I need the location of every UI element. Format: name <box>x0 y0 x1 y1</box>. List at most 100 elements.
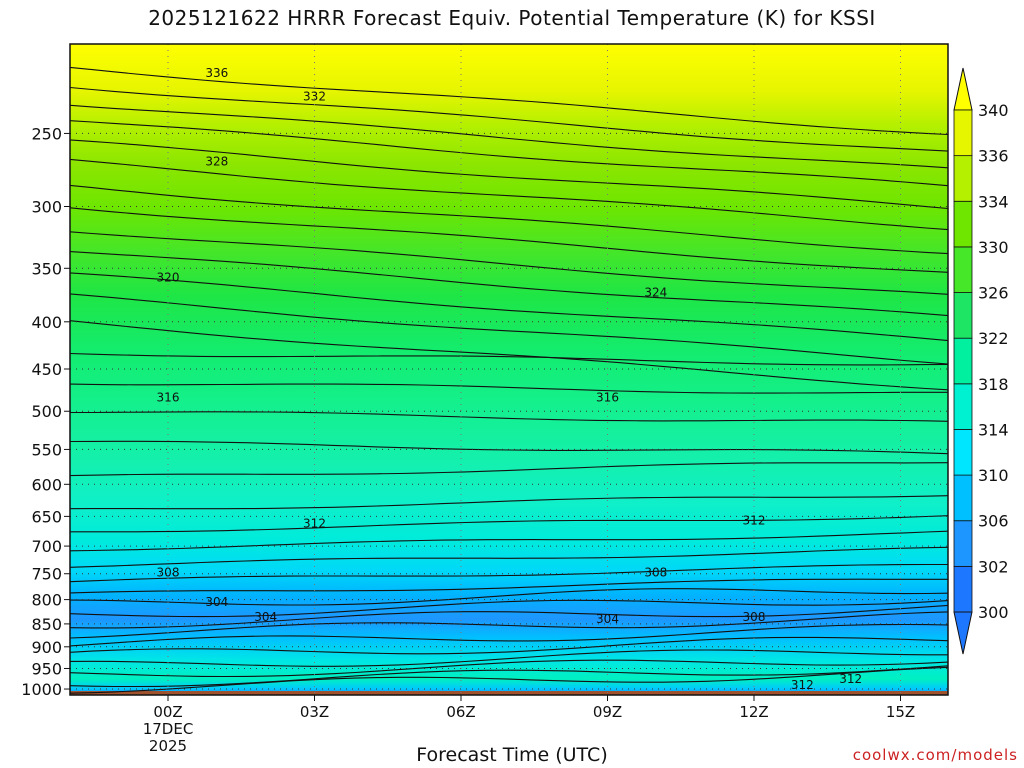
contour-line <box>69 251 949 317</box>
grid-lines <box>70 44 948 695</box>
colorbar-tick-label: 302 <box>978 557 1009 576</box>
contour-label: 312 <box>303 517 326 531</box>
ground-strip <box>70 691 948 695</box>
contour-label: 304 <box>254 610 277 624</box>
y-tick-label: 500 <box>31 402 62 421</box>
y-tick-label: 300 <box>31 198 62 217</box>
contour-label: 308 <box>743 610 766 624</box>
contour-line <box>69 530 949 552</box>
colorbar-segment <box>953 565 973 613</box>
contour-label-text: 332 <box>303 90 326 104</box>
contour-label: 312 <box>743 514 766 528</box>
contour-line <box>70 515 949 533</box>
y-tick-label: 650 <box>31 507 62 526</box>
colorbar-extend-top <box>953 67 973 111</box>
x-tick-label: 15Z <box>886 703 915 721</box>
contour-label-text: 316 <box>157 390 180 404</box>
y-tick-label: 600 <box>31 475 62 494</box>
contour-label: 328 <box>205 154 228 168</box>
contour-line <box>69 104 949 169</box>
contour-line <box>69 495 949 510</box>
y-tick-label: 550 <box>31 440 62 459</box>
x-tick-label: 12Z <box>739 703 768 721</box>
contour-label: 304 <box>596 612 619 626</box>
contour-label-text: 304 <box>254 610 277 624</box>
contour-line <box>69 659 949 678</box>
x-tick-label: 00Z <box>153 703 182 721</box>
contour-line <box>69 636 949 655</box>
contour-label-text: 308 <box>157 566 180 580</box>
contour-line <box>69 207 949 273</box>
y-tick-label: 850 <box>31 615 62 634</box>
contour-label: 304 <box>205 595 228 609</box>
y-tick-label: 750 <box>31 565 62 584</box>
contour-line <box>69 462 949 477</box>
colorbar-tick-label: 326 <box>978 284 1009 303</box>
y-tick-label: 700 <box>31 537 62 556</box>
colorbar-segment <box>953 520 973 567</box>
colorbar-segment <box>953 292 973 339</box>
contour-line <box>69 599 949 618</box>
contour-line <box>69 649 948 667</box>
colorbar-tick-label: 336 <box>978 147 1009 166</box>
colorbar-segment <box>953 155 973 202</box>
colorbar-segment <box>953 429 973 476</box>
contour-line <box>69 623 949 647</box>
contour-label-text: 304 <box>596 612 619 626</box>
contour-line <box>69 665 949 688</box>
y-tick-label: 950 <box>31 659 62 678</box>
contour-label-text: 312 <box>743 514 766 528</box>
chart-title: 2025121622 HRRR Forecast Equiv. Potentia… <box>148 6 876 30</box>
colorbar-segment <box>953 246 973 293</box>
contour-label: 316 <box>596 390 619 404</box>
y-tick-label: 1000 <box>21 680 62 699</box>
colorbar-tick-label: 322 <box>978 329 1009 348</box>
contour-label: 324 <box>644 286 667 300</box>
contour-label-text: 308 <box>644 566 667 580</box>
contour-line <box>69 272 949 342</box>
contour-line <box>69 293 949 365</box>
y-tick-label: 400 <box>31 313 62 332</box>
contour-label: 312 <box>791 678 814 692</box>
contour-line <box>69 231 949 295</box>
contour-label-text: 316 <box>596 390 619 404</box>
contour-line <box>69 158 949 231</box>
contour-label-text: 304 <box>205 595 228 609</box>
contour-label-text: 312 <box>791 678 814 692</box>
x-tick-label: 03Z <box>300 703 329 721</box>
y-tick-label: 800 <box>31 591 62 610</box>
colorbar-extend-bottom <box>953 611 973 655</box>
contour-line <box>69 139 949 210</box>
contour-label-text: 324 <box>644 286 667 300</box>
colorbar-tick-label: 306 <box>978 512 1009 531</box>
contour-label-text: 320 <box>157 270 180 284</box>
x-axis-label: Forecast Time (UTC) <box>416 744 608 766</box>
colorbar-segment <box>953 474 973 522</box>
colorbar-tick-label: 300 <box>978 603 1009 622</box>
x-tick-label: 09Z <box>593 703 622 721</box>
contour-line <box>69 588 949 606</box>
contour-label-text: 312 <box>839 672 862 686</box>
credit-link[interactable]: coolwx.com/models <box>852 746 1018 764</box>
contour-line <box>69 66 949 136</box>
contour-label-text: 308 <box>743 610 766 624</box>
y-tick-label: 900 <box>31 638 62 657</box>
contour-label-text: 312 <box>303 517 326 531</box>
colorbar-tick-label: 340 <box>978 101 1009 120</box>
y-tick-label: 350 <box>31 259 62 278</box>
contour-line <box>69 546 949 568</box>
contour-lines <box>69 66 949 694</box>
colorbar-segment <box>953 200 973 248</box>
y-tick-label: 450 <box>31 360 62 379</box>
contour-line <box>69 611 949 639</box>
x-date-label: 2025 <box>149 737 187 755</box>
contour-line <box>69 120 949 187</box>
contour-label: 312 <box>839 672 862 686</box>
contour-line <box>69 86 949 152</box>
colorbar-segment <box>953 337 973 385</box>
contour-line <box>69 320 949 391</box>
contour-label-text: 328 <box>205 154 228 168</box>
contour-label: 332 <box>303 90 326 104</box>
colorbar-tick-label: 334 <box>978 192 1009 211</box>
